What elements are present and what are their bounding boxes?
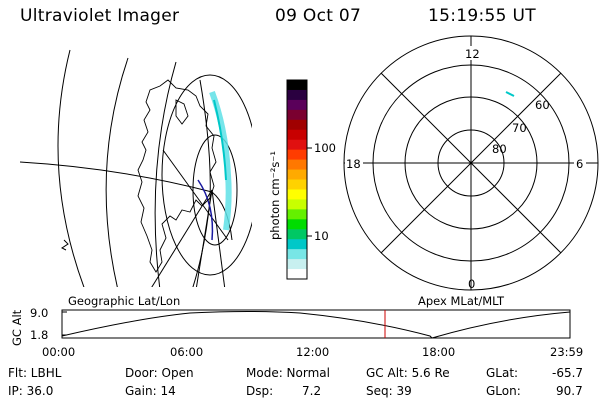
colorbar-swatch (287, 159, 307, 171)
colorbar-label: photon cm⁻²s⁻¹ (268, 151, 282, 240)
altitude-timeline: Geographic Lat/Lon Apex MLat/MLT 9.0 1.8… (10, 294, 583, 359)
date-label: 09 Oct 07 (275, 6, 362, 26)
colorbar-swatches (287, 80, 307, 280)
colorbar-frame (286, 79, 308, 280)
grid-line (162, 149, 229, 241)
auroral-emission (213, 99, 227, 181)
latitude-ring (161, 74, 252, 276)
glat-label: GLat: (486, 366, 519, 380)
polar-labels: 12 0 18 6 60 70 80 (345, 46, 586, 291)
polar-plot (343, 35, 599, 291)
colorbar-swatch (287, 80, 307, 91)
colorbar-swatch (287, 229, 307, 240)
lat-label-80: 80 (492, 142, 507, 156)
colorbar-tick-100: 100 (314, 141, 336, 155)
meridian-line (105, 57, 129, 287)
auroral-emission (209, 90, 232, 231)
gain-info: Gain: 14 (125, 384, 176, 398)
mlt-label-12: 12 (465, 47, 480, 61)
colorbar-swatch (287, 139, 307, 151)
colorbar-swatch (287, 199, 307, 210)
ip-info: IP: 36.0 (8, 384, 54, 398)
timeline-left-label: Geographic Lat/Lon (68, 294, 180, 308)
timeline-right-label: Apex MLat/MLT (418, 294, 505, 308)
xtick-label-1800: 18:00 (422, 345, 455, 359)
colorbar-swatch (287, 179, 307, 191)
lat-label-70: 70 (512, 121, 527, 135)
colorbar-swatch (287, 109, 307, 121)
glon-label: GLon: (486, 384, 521, 398)
xtick-label-2359: 23:59 (550, 345, 583, 359)
colorbar-swatch (287, 149, 307, 161)
lat-label-60: 60 (535, 98, 550, 112)
timeline-frame (61, 309, 571, 339)
gc-alt-info: GC Alt: 5.6 Re (366, 366, 450, 380)
colorbar-swatch (287, 209, 307, 220)
coastline (175, 99, 189, 125)
ytick-label-1-8: 1.8 (30, 328, 48, 342)
mlt-label-18: 18 (346, 157, 361, 171)
time-label: 15:19:55 UT (428, 6, 536, 26)
colorbar-swatch (287, 119, 307, 131)
mlt-label-0: 0 (468, 277, 475, 291)
latitude-ring (192, 134, 238, 246)
colorbar-swatch (287, 189, 307, 200)
ytick-label-9: 9.0 (30, 306, 48, 320)
meridian-line (57, 49, 85, 287)
geographic-map (20, 49, 252, 287)
grid-line (211, 189, 226, 287)
altitude-curve (61, 311, 571, 339)
xtick-label-0600: 06:00 (170, 345, 203, 359)
xtick-label-1200: 12:00 (296, 345, 329, 359)
colorbar-swatch (287, 259, 307, 270)
colorbar-swatch (287, 169, 307, 181)
polar-emission (505, 91, 515, 97)
orbit-track (197, 179, 214, 241)
meridian-line (154, 61, 177, 287)
colorbar-swatch (287, 249, 307, 260)
mode-info: Mode: Normal (246, 366, 330, 380)
door-info: Door: Open (125, 366, 194, 380)
timeline-ylabel: GC Alt (10, 309, 24, 346)
colorbar-swatch (287, 239, 307, 250)
app-title: Ultraviolet Imager (20, 6, 180, 26)
glat-value: -65.7 (552, 366, 584, 380)
colorbar-swatch (287, 129, 307, 141)
colorbar-swatch (287, 99, 307, 111)
coastline (137, 79, 217, 273)
dsp-label: Dsp: (246, 384, 274, 398)
glon-value: 90.7 (556, 384, 583, 398)
colorbar-swatch (287, 269, 307, 280)
colorbar-swatch (287, 89, 307, 101)
colorbar: 100 10 photon cm⁻²s⁻¹ (268, 79, 336, 280)
dsp-value: 7.2 (302, 384, 322, 398)
mlt-label-6: 6 (576, 157, 583, 171)
colorbar-tick-10: 10 (314, 229, 329, 243)
xtick-label-0000: 00:00 (42, 345, 75, 359)
seq-info: Seq: 39 (366, 384, 412, 398)
colorbar-swatch (287, 219, 307, 230)
island (61, 239, 69, 251)
grid-line (151, 189, 213, 287)
diagonal-line (380, 72, 562, 254)
filter-info: Flt: LBHL (8, 366, 62, 380)
